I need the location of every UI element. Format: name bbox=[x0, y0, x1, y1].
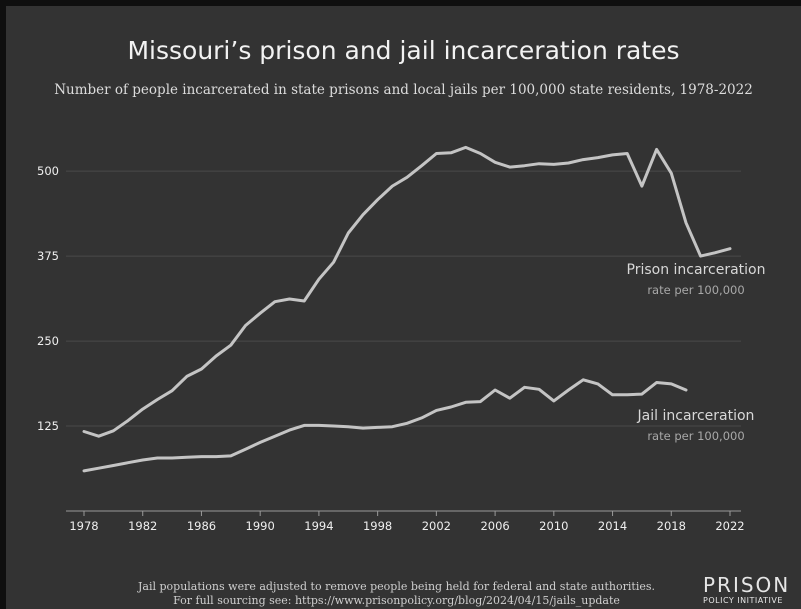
y-tick-label: 125 bbox=[37, 419, 59, 433]
footnote-line-1: Jail populations were adjusted to remove… bbox=[138, 580, 655, 593]
prison-policy-initiative-logo: PRISON POLICY INITIATIVE bbox=[703, 574, 790, 606]
chart-title: Missouri’s prison and jail incarceration… bbox=[127, 36, 680, 65]
footnote: Jail populations were adjusted to remove… bbox=[6, 580, 801, 608]
y-tick-label: 500 bbox=[37, 164, 59, 178]
x-tick-label: 1994 bbox=[304, 519, 333, 533]
grid-lines bbox=[66, 170, 741, 427]
x-tick-label: 1986 bbox=[187, 519, 216, 533]
x-tick-label: 2022 bbox=[715, 519, 744, 533]
jail-series-label: Jail incarceration bbox=[637, 408, 755, 424]
jail-series-sublabel: rate per 100,000 bbox=[647, 429, 744, 443]
prison-series-label: Prison incarceration bbox=[627, 262, 766, 278]
jail-rate-line bbox=[82, 378, 688, 473]
prison-series-sublabel: rate per 100,000 bbox=[647, 283, 744, 297]
y-tick-label: 250 bbox=[37, 334, 59, 348]
chart-frame: Missouri’s prison and jail incarceration… bbox=[6, 6, 801, 609]
logo-wordmark-bottom: POLICY INITIATIVE bbox=[703, 596, 783, 605]
series-lines bbox=[82, 145, 732, 473]
x-tick-label: 1990 bbox=[246, 519, 275, 533]
prison-rate-line bbox=[82, 145, 732, 438]
x-tick-label: 2006 bbox=[480, 519, 509, 533]
x-tick-label: 1978 bbox=[69, 519, 98, 533]
footnote-line-2: For full sourcing see: https://www.priso… bbox=[173, 594, 620, 607]
line-chart: 500 375 250 125 1978 1982 1986 1990 1994 1998 200… bbox=[37, 145, 766, 533]
x-tick-label: 1998 bbox=[363, 519, 392, 533]
x-axis: 1978 1982 1986 1990 1994 1998 2002 2006 2010 2014… bbox=[66, 510, 745, 533]
x-tick-label: 2018 bbox=[657, 519, 686, 533]
x-tick-label: 2002 bbox=[422, 519, 451, 533]
series-labels: Prison incarceration rate per 100,000 Jail… bbox=[627, 262, 766, 443]
chart-subtitle: Number of people incarcerated in state p… bbox=[54, 82, 753, 98]
logo-wordmark-top: PRISON bbox=[703, 573, 791, 597]
y-tick-label: 375 bbox=[37, 249, 59, 263]
y-axis: 500 375 250 125 bbox=[37, 164, 59, 433]
x-tick-label: 1982 bbox=[128, 519, 157, 533]
x-tick-label: 2010 bbox=[539, 519, 568, 533]
x-tick-label: 2014 bbox=[598, 519, 627, 533]
